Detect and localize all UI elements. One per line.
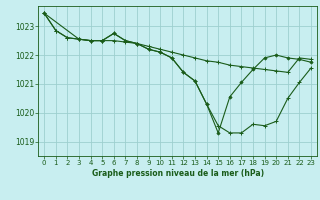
X-axis label: Graphe pression niveau de la mer (hPa): Graphe pression niveau de la mer (hPa) xyxy=(92,169,264,178)
